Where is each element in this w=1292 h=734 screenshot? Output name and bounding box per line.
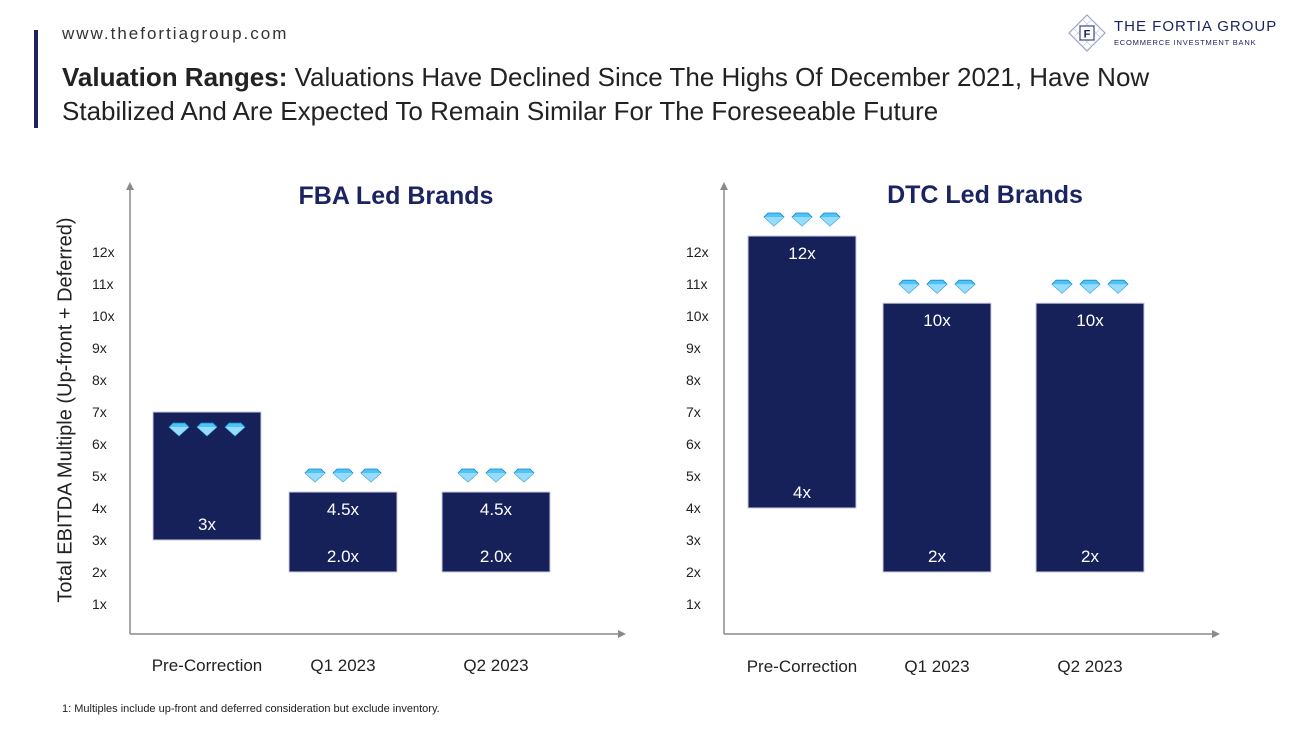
range-bar — [1035, 302, 1145, 573]
diamond-icon — [196, 422, 218, 437]
x-axis-arrow — [1212, 630, 1220, 638]
diamond-icon — [485, 468, 507, 483]
diamond-icon — [1107, 279, 1129, 294]
logo-name: THE FORTIA GROUP — [1114, 18, 1278, 35]
bar-low-label: 2.0x — [327, 547, 360, 566]
range-bar — [441, 491, 551, 573]
range-bar — [747, 235, 857, 509]
logo-letter: F — [1084, 29, 1091, 41]
y-axis-arrow — [126, 182, 134, 190]
diamond-icon — [457, 468, 479, 483]
bar-low-label: 4x — [793, 483, 811, 502]
y-tick-label: 12x — [686, 244, 709, 260]
accent-bar — [34, 30, 38, 128]
x-axis-arrow — [618, 630, 626, 638]
category-label: Q1 2023 — [904, 657, 969, 676]
bar-high-label: 10x — [1076, 311, 1104, 330]
page-title: Valuation Ranges: Valuations Have Declin… — [62, 60, 1262, 128]
y-tick-label: 8x — [92, 372, 107, 388]
diamond-icon — [819, 212, 841, 227]
y-tick-label: 10x — [686, 308, 709, 324]
diamond-icon — [360, 468, 382, 483]
y-tick-label: 5x — [92, 468, 107, 484]
bar-high-label: 10x — [923, 311, 951, 330]
company-logo[interactable]: F THE FORTIA GROUP ECOMMERCE INVESTMENT … — [1068, 14, 1276, 54]
y-axis-arrow — [720, 182, 728, 190]
y-tick-label: 1x — [92, 596, 107, 612]
diamond-icon — [791, 212, 813, 227]
diamond-icon — [224, 422, 246, 437]
y-tick-label: 6x — [92, 436, 107, 452]
category-label: Q2 2023 — [1057, 657, 1122, 676]
y-tick-label: 2x — [92, 564, 107, 580]
bar-low-label: 2x — [928, 547, 946, 566]
title-rest: Valuations Have Declined Since The Highs… — [62, 62, 1150, 126]
y-tick-label: 7x — [686, 404, 701, 420]
bar-low-label: 3x — [198, 515, 216, 534]
range-bar — [882, 302, 992, 573]
diamond-icon — [763, 212, 785, 227]
bar-high-label: 4.5x — [480, 500, 513, 519]
y-tick-label: 4x — [92, 500, 107, 516]
logo-tagline: ECOMMERCE INVESTMENT BANK — [1114, 38, 1257, 47]
y-tick-label: 4x — [686, 500, 701, 516]
category-label: Pre-Correction — [152, 656, 263, 675]
y-tick-label: 3x — [686, 532, 701, 548]
diamond-icon — [1051, 279, 1073, 294]
diamond-icon — [898, 279, 920, 294]
bar-low-label: 2x — [1081, 547, 1099, 566]
y-tick-label: 2x — [686, 564, 701, 580]
y-tick-label: 9x — [686, 340, 701, 356]
diamond-icon — [304, 468, 326, 483]
diamond-icon — [168, 422, 190, 437]
y-tick-label: 12x — [92, 244, 115, 260]
category-label: Q2 2023 — [463, 656, 528, 675]
title-lead: Valuation Ranges: — [62, 62, 288, 92]
diamond-icon — [513, 468, 535, 483]
y-tick-label: 8x — [686, 372, 701, 388]
bar-high-label: 4.5x — [327, 500, 360, 519]
y-tick-label: 11x — [686, 276, 708, 292]
diamond-lattice-logo-icon: F — [1068, 14, 1106, 52]
y-tick-label: 10x — [92, 308, 115, 324]
bar-high-label: 12x — [788, 244, 816, 263]
chart-title: FBA Led Brands — [299, 182, 494, 210]
category-label: Pre-Correction — [747, 657, 858, 676]
range-bar — [288, 491, 398, 573]
chart-title: DTC Led Brands — [887, 181, 1083, 209]
y-tick-label: 11x — [92, 276, 114, 292]
diamond-icon — [332, 468, 354, 483]
bar-low-label: 2.0x — [480, 547, 513, 566]
y-tick-label: 7x — [92, 404, 107, 420]
diamond-icon — [926, 279, 948, 294]
y-tick-label: 3x — [92, 532, 107, 548]
y-tick-label: 1x — [686, 596, 701, 612]
diamond-icon — [954, 279, 976, 294]
y-tick-label: 6x — [686, 436, 701, 452]
diamond-icon — [1079, 279, 1101, 294]
y-tick-label: 9x — [92, 340, 107, 356]
category-label: Q1 2023 — [310, 656, 375, 675]
footnote: 1: Multiples include up-front and deferr… — [62, 703, 440, 715]
site-url[interactable]: www.thefortiagroup.com — [62, 24, 289, 43]
y-tick-label: 5x — [686, 468, 701, 484]
